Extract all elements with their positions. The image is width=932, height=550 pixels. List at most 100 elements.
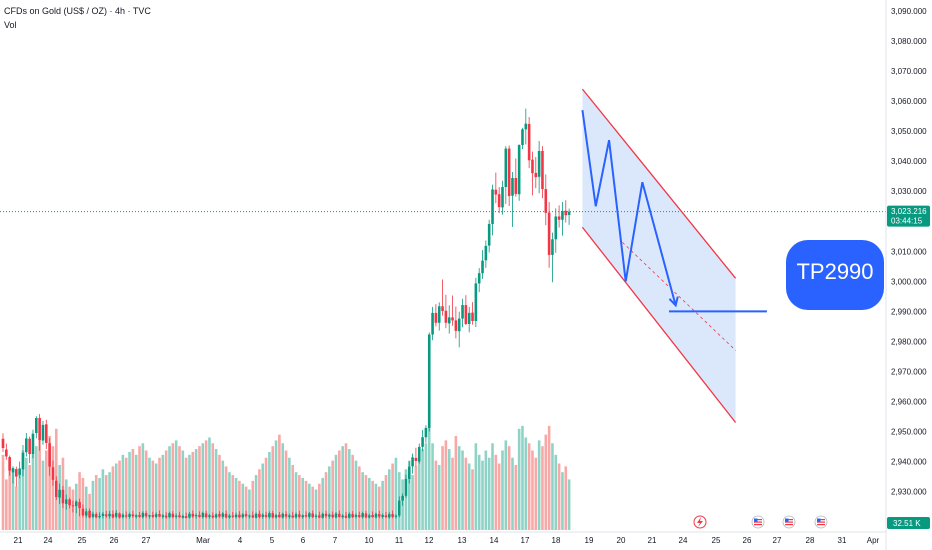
volume-bar	[361, 472, 364, 530]
price-badge-value: 3,023.216	[891, 207, 927, 216]
candle-body	[394, 515, 398, 517]
candle-body	[567, 211, 571, 215]
channel-fill	[582, 89, 736, 423]
candle-body	[467, 312, 471, 324]
price-axis[interactable]: 2,930.000 2,940.000 2,950.000 2,960.000 2,97…	[885, 0, 927, 550]
candle-body	[251, 515, 255, 518]
price-tick-label: 3,050.000	[891, 127, 927, 136]
flag-canton	[754, 518, 758, 522]
candle-body	[148, 515, 151, 517]
candle-body	[424, 427, 428, 438]
candle-body	[44, 424, 48, 443]
volume-bar	[141, 443, 145, 530]
volume-bar	[214, 449, 218, 530]
volume-bar	[547, 425, 551, 530]
candle-body	[427, 334, 431, 428]
volume-bar	[487, 457, 491, 530]
lightning-glyph-icon	[697, 517, 703, 527]
candle-body	[254, 513, 258, 518]
volume-bar	[497, 463, 501, 530]
volume-bar	[114, 463, 118, 530]
candle-body	[114, 512, 118, 517]
candle-body	[451, 317, 454, 321]
volume-bar	[494, 454, 498, 530]
volume-bar	[208, 437, 211, 530]
volume-bar	[31, 454, 35, 530]
candle-body	[171, 513, 175, 518]
volume-bar	[501, 450, 504, 530]
volume-bar	[21, 450, 25, 530]
candle-body	[61, 489, 65, 504]
time-tick-label: 11	[395, 536, 404, 545]
volume-bar	[457, 446, 461, 530]
volume-bar	[444, 440, 448, 530]
volume-bar	[274, 440, 278, 530]
time-axis[interactable]: 21 24 25 26 27 Mar 4 5 6 7 10 11 12 13 14 17 18 19 20 21 24 2…	[0, 531, 886, 545]
volume-bar	[534, 457, 538, 530]
candle-body	[18, 468, 21, 475]
candle-body	[368, 515, 371, 518]
pattern-drawing[interactable]	[581, 109, 767, 313]
candle-body	[274, 515, 278, 518]
volume-bar	[234, 477, 238, 530]
volume-badge-value: 32.51 K	[893, 519, 921, 528]
candle-body	[261, 514, 265, 517]
time-tick-label: 4	[238, 536, 243, 545]
volume-bar	[561, 472, 564, 530]
volume-bar	[341, 446, 344, 530]
volume-bar	[364, 475, 368, 530]
candle-body	[308, 513, 311, 517]
candle-body	[51, 467, 55, 480]
candle-body	[154, 514, 158, 517]
volume-indicator-label[interactable]: Vol	[4, 20, 17, 30]
candle-body	[81, 508, 85, 516]
target-annotation[interactable]: TP2990	[786, 240, 884, 310]
volume-bar	[334, 454, 338, 530]
volume-bar	[381, 480, 384, 530]
candle-body	[204, 513, 208, 518]
candle-body	[21, 452, 25, 470]
time-tick-label: 25	[712, 536, 721, 545]
volume-bar	[48, 436, 51, 530]
price-tick-label: 3,060.000	[891, 97, 927, 106]
volume-bar	[161, 454, 165, 530]
candle-body	[364, 513, 368, 518]
time-tick-label: 27	[773, 536, 782, 545]
volume-bar	[447, 449, 451, 530]
candle-body	[174, 515, 178, 517]
candle-body	[231, 515, 235, 517]
target-box[interactable]	[786, 240, 884, 310]
volume-bar	[35, 446, 38, 530]
candle-body	[541, 150, 544, 190]
volume-bar	[421, 449, 424, 530]
volume-bar	[391, 463, 394, 530]
volume-bar	[514, 464, 518, 530]
candle-body	[431, 312, 434, 335]
candle-body	[104, 514, 108, 517]
time-tick-label: 24	[44, 536, 53, 545]
volume-bar	[484, 450, 488, 530]
descending-channel[interactable]	[581, 88, 737, 423]
candle-body	[241, 514, 245, 518]
candle-body	[164, 515, 168, 518]
volume-bar	[387, 469, 391, 530]
candle-body	[111, 514, 115, 518]
candle-body	[74, 501, 78, 507]
volume-bar	[124, 457, 128, 530]
volume-bar	[344, 443, 348, 530]
price-tick-label: 2,990.000	[891, 307, 927, 316]
volume-bar	[121, 454, 125, 530]
candle-body	[334, 513, 338, 518]
volume-bar	[324, 472, 328, 530]
volume-bar	[278, 434, 281, 530]
volume-bar	[144, 450, 148, 530]
volume-bar	[148, 457, 151, 530]
time-tick-label: 20	[617, 536, 626, 545]
axis-badges: 3,023.216 03:44:15 32.51 K	[887, 205, 930, 529]
time-tick-label: 10	[365, 536, 374, 545]
event-markers[interactable]	[693, 515, 828, 529]
flag-stripe	[754, 521, 762, 523]
volume-bar	[461, 450, 464, 530]
volume-bar	[294, 472, 298, 530]
